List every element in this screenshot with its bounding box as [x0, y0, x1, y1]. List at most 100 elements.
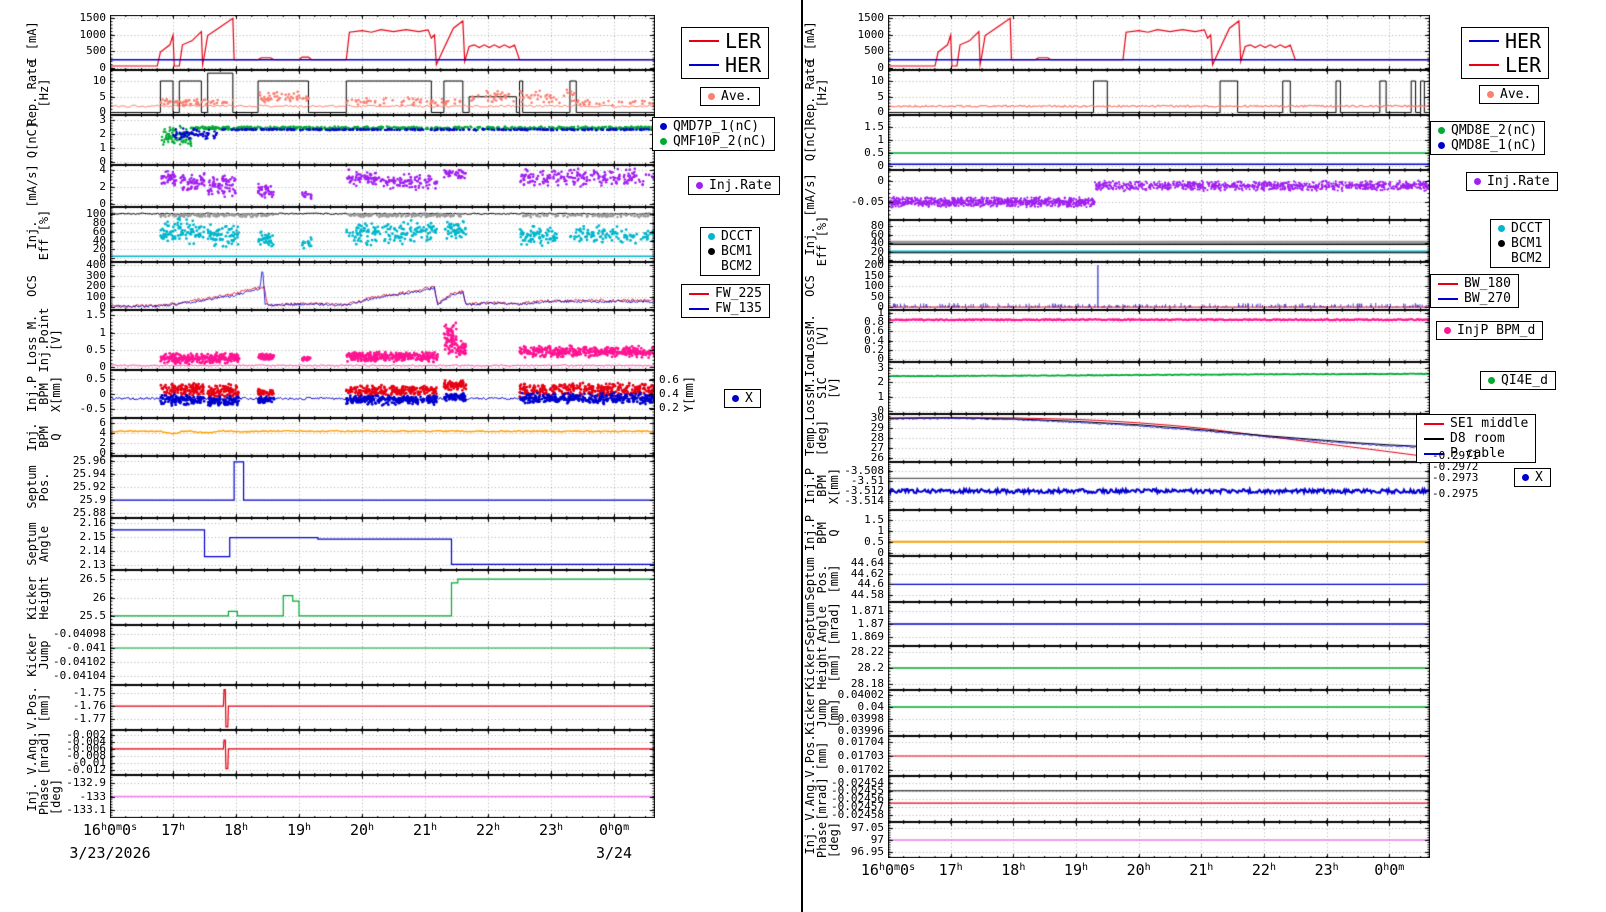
- y-tick-label: 44.64: [850, 555, 884, 569]
- x-tick-text: m: [894, 862, 901, 873]
- x-tick-label: 23h: [539, 821, 563, 839]
- legend-entry: BCM2: [1498, 251, 1542, 266]
- x-tick-text: h: [1269, 862, 1276, 873]
- y-axis-label: [mrad]: [827, 602, 841, 646]
- x-tick-label: 23h: [1315, 861, 1339, 879]
- y-axis-label: Q: [827, 529, 841, 537]
- y-tick-label: 44.62: [850, 566, 884, 580]
- legend-entry: HER: [1469, 29, 1541, 53]
- x-tick-text: h: [878, 862, 885, 873]
- subplot-ler-panel-bpm-q: [110, 418, 655, 456]
- legend-line-marker: [1438, 297, 1458, 300]
- y-tick-label: 150: [864, 268, 884, 282]
- y-tick-label: 44.58: [850, 588, 884, 602]
- y-axis-label: X[mm]: [827, 467, 841, 505]
- x-tick-text: 19: [1063, 861, 1082, 879]
- subplot-her-panel-inj-phase: [888, 822, 1430, 858]
- legend-entry: BCM1: [708, 244, 752, 259]
- y-tick-label: 0.03998: [837, 712, 884, 726]
- y-tick-label: -1.75: [72, 686, 106, 700]
- y-tick-label: 26.5: [79, 572, 107, 586]
- x-tick-label: 21h: [413, 821, 437, 839]
- y-tick-label: 0: [877, 105, 884, 119]
- y-axis-label: X[mm]: [49, 375, 63, 413]
- legend-inj-rate: Inj.Rate: [688, 176, 780, 195]
- right-axis-tick: -0.2971: [1432, 449, 1479, 462]
- y-tick-label: 2.15: [79, 529, 107, 543]
- y-tick-label: 0.01702: [837, 762, 884, 776]
- x-tick-text: h: [431, 822, 438, 833]
- legend-entry: SE1 middle: [1424, 416, 1528, 431]
- legend-label: Ave.: [1500, 87, 1532, 102]
- legend-line-marker: [1424, 422, 1444, 425]
- legend-dot-marker: [1438, 142, 1445, 149]
- legend-label: Ave.: [721, 89, 753, 104]
- y-tick-label: 0.2: [864, 342, 884, 356]
- y-tick-label: 0: [877, 159, 884, 173]
- x-tick-label: 19h: [287, 821, 311, 839]
- legend-entry: QMF10P_2(nC): [660, 134, 767, 149]
- y-tick-label: -1.77: [72, 712, 106, 726]
- x-tick-text: h: [368, 822, 375, 833]
- subplot-her-panel-inj-eff: [888, 220, 1430, 262]
- y-tick-label: 0: [99, 61, 106, 74]
- y-tick-label: 1: [99, 325, 106, 339]
- x-tick-text: 21: [412, 821, 432, 839]
- x-tick-text: h: [608, 822, 615, 833]
- y-axis-label: Q[nC]: [803, 124, 817, 161]
- legend-her: HER LER: [1461, 27, 1550, 79]
- x-tick-text: h: [494, 822, 501, 833]
- legend-label: SE1 middle: [1450, 416, 1529, 431]
- y-tick-label: -0.012: [66, 763, 106, 777]
- y-tick-label: 0: [877, 545, 884, 559]
- legend-label: LER: [1505, 53, 1542, 77]
- y-tick-label: -1.76: [72, 699, 106, 713]
- legend-entry: Ave.: [708, 89, 752, 104]
- y-tick-label: 40: [870, 236, 884, 250]
- x-tick-label: 0h0m: [599, 821, 629, 839]
- y-tick-label: 60: [92, 224, 106, 238]
- y-tick-label: 0.5: [86, 342, 106, 356]
- y-tick-label: 5: [877, 89, 884, 103]
- y-axis-label: [deg]: [815, 419, 829, 457]
- legend-entry: BW_270: [1438, 291, 1511, 306]
- legend-dot-marker: [1474, 178, 1481, 185]
- y2-axis-label: Y[mm]: [682, 375, 696, 413]
- legend-entry: Inj.Rate: [696, 178, 772, 193]
- legend-entry: QMD8E_1(nC): [1438, 138, 1537, 153]
- legend-ave-: Ave.: [1479, 85, 1540, 104]
- y-tick-label: 1.5: [864, 512, 884, 526]
- legend-label: BCM1: [721, 244, 753, 259]
- y-tick-label: 1.5: [86, 308, 106, 322]
- legend-entry: LER: [689, 29, 761, 53]
- x-tick-text: 18: [1001, 861, 1020, 879]
- legend-bw-180: BW_180 BW_270: [1430, 274, 1519, 308]
- y-tick-label: 2: [99, 435, 106, 449]
- legend-line-marker: [689, 307, 709, 310]
- y-tick-label: 2.16: [79, 515, 107, 529]
- y-tick-label: 25.5: [79, 608, 107, 622]
- legend-x: X: [724, 389, 761, 408]
- y-tick-label: 40: [92, 233, 106, 247]
- y-tick-label: 0: [877, 173, 884, 187]
- y-tick-label: 0.4: [864, 333, 884, 347]
- legend-label: QMD8E_2(nC): [1451, 123, 1538, 138]
- subplot-her-panel-v-pos: [888, 736, 1430, 776]
- legend-dot-marker: [696, 182, 703, 189]
- y-tick-label: -0.01: [72, 756, 106, 770]
- subplot-ler-panel-rep-rate: [110, 70, 655, 115]
- x-tick-text: h: [242, 822, 249, 833]
- y-tick-label: -0.02456: [831, 792, 884, 805]
- legend-line-marker: [1424, 437, 1444, 440]
- y-tick-label: 80: [92, 215, 106, 229]
- legend-entry: QMD7P_1(nC): [660, 119, 767, 134]
- y-tick-label: 0.6: [864, 324, 884, 338]
- y-tick-label: 0.5: [864, 145, 884, 159]
- legend-dot-marker: [660, 123, 667, 130]
- y-tick-label: 3: [877, 360, 884, 374]
- x-tick-text: 0: [1389, 861, 1399, 879]
- subplot-ler-panel-septum-pos: [110, 456, 655, 518]
- x-tick-label: 18h: [224, 821, 248, 839]
- y-axis-label: Jump: [37, 640, 51, 670]
